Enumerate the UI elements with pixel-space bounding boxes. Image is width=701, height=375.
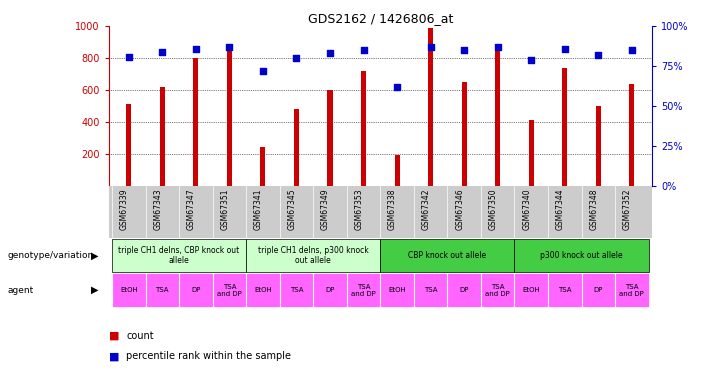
Bar bbox=[212, 273, 246, 307]
Point bbox=[123, 54, 135, 60]
Bar bbox=[327, 90, 332, 186]
Bar bbox=[160, 87, 165, 186]
Bar bbox=[515, 238, 648, 272]
Bar bbox=[146, 273, 179, 307]
Text: TSA: TSA bbox=[424, 287, 437, 293]
Title: GDS2162 / 1426806_at: GDS2162 / 1426806_at bbox=[308, 12, 453, 25]
Point bbox=[425, 44, 436, 50]
Bar bbox=[447, 273, 481, 307]
Bar bbox=[246, 238, 381, 272]
Bar bbox=[462, 82, 467, 186]
Bar bbox=[361, 71, 366, 186]
Text: DP: DP bbox=[459, 287, 469, 293]
Point bbox=[626, 47, 637, 53]
Bar bbox=[615, 273, 648, 307]
Bar bbox=[112, 238, 246, 272]
Text: GSM67352: GSM67352 bbox=[622, 188, 632, 230]
Text: TSA: TSA bbox=[558, 287, 571, 293]
Text: GSM67339: GSM67339 bbox=[120, 188, 129, 230]
Bar bbox=[629, 84, 634, 186]
Text: GSM67343: GSM67343 bbox=[154, 188, 163, 230]
Text: triple CH1 delns, CBP knock out
allele: triple CH1 delns, CBP knock out allele bbox=[118, 246, 240, 265]
Text: GSM67340: GSM67340 bbox=[522, 188, 531, 230]
Text: TSA
and DP: TSA and DP bbox=[351, 284, 376, 297]
Point bbox=[526, 57, 537, 63]
Bar bbox=[193, 58, 198, 186]
Text: TSA
and DP: TSA and DP bbox=[217, 284, 242, 297]
Bar bbox=[414, 273, 447, 307]
Text: EtOH: EtOH bbox=[254, 287, 272, 293]
Text: GSM67345: GSM67345 bbox=[287, 188, 297, 230]
Text: CBP knock out allele: CBP knock out allele bbox=[408, 251, 486, 260]
Text: TSA
and DP: TSA and DP bbox=[485, 284, 510, 297]
Bar bbox=[260, 147, 266, 186]
Text: count: count bbox=[126, 331, 154, 340]
Text: GSM67344: GSM67344 bbox=[556, 188, 565, 230]
Text: percentile rank within the sample: percentile rank within the sample bbox=[126, 351, 291, 361]
Text: GSM67350: GSM67350 bbox=[489, 188, 498, 230]
Text: GSM67346: GSM67346 bbox=[455, 188, 464, 230]
Bar bbox=[596, 106, 601, 186]
Text: GSM67353: GSM67353 bbox=[355, 188, 364, 230]
Point bbox=[492, 44, 503, 50]
Text: TSA
and DP: TSA and DP bbox=[620, 284, 644, 297]
Bar bbox=[562, 68, 567, 186]
Text: genotype/variation: genotype/variation bbox=[7, 251, 93, 260]
Point bbox=[325, 50, 336, 56]
Text: DP: DP bbox=[325, 287, 334, 293]
Text: TSA: TSA bbox=[156, 287, 169, 293]
Bar bbox=[126, 104, 131, 186]
Point bbox=[391, 84, 402, 90]
Bar bbox=[347, 273, 381, 307]
Text: GSM67338: GSM67338 bbox=[388, 188, 397, 230]
Bar bbox=[582, 273, 615, 307]
Bar bbox=[515, 273, 548, 307]
Bar bbox=[428, 28, 433, 186]
Text: EtOH: EtOH bbox=[388, 287, 406, 293]
Text: ▶: ▶ bbox=[91, 285, 98, 295]
Bar bbox=[395, 155, 400, 186]
Point bbox=[224, 44, 235, 50]
Point bbox=[592, 52, 604, 58]
Text: triple CH1 delns, p300 knock
out allele: triple CH1 delns, p300 knock out allele bbox=[258, 246, 369, 265]
Bar bbox=[495, 50, 501, 186]
Bar bbox=[280, 273, 313, 307]
Text: GSM67341: GSM67341 bbox=[254, 188, 263, 230]
Text: p300 knock out allele: p300 knock out allele bbox=[540, 251, 622, 260]
Text: GSM67347: GSM67347 bbox=[187, 188, 196, 230]
Bar bbox=[529, 120, 533, 186]
Point bbox=[458, 47, 470, 53]
Text: DP: DP bbox=[594, 287, 603, 293]
Text: ■: ■ bbox=[109, 331, 119, 340]
Bar bbox=[227, 49, 232, 186]
Text: ▶: ▶ bbox=[91, 250, 98, 260]
Point bbox=[257, 68, 268, 74]
Bar bbox=[381, 273, 414, 307]
Bar bbox=[246, 273, 280, 307]
Point bbox=[559, 46, 571, 52]
Text: GSM67342: GSM67342 bbox=[421, 188, 430, 230]
Text: GSM67349: GSM67349 bbox=[321, 188, 330, 230]
Bar bbox=[313, 273, 347, 307]
Point bbox=[190, 46, 201, 52]
Point bbox=[157, 49, 168, 55]
Bar bbox=[381, 238, 515, 272]
Text: agent: agent bbox=[7, 286, 33, 295]
Text: DP: DP bbox=[191, 287, 200, 293]
Point bbox=[358, 47, 369, 53]
Point bbox=[291, 55, 302, 61]
Text: EtOH: EtOH bbox=[522, 287, 540, 293]
Text: ■: ■ bbox=[109, 351, 119, 361]
Bar bbox=[179, 273, 212, 307]
Text: GSM67351: GSM67351 bbox=[220, 188, 229, 230]
Bar bbox=[112, 273, 146, 307]
Bar bbox=[294, 109, 299, 186]
Text: GSM67348: GSM67348 bbox=[590, 188, 598, 230]
Bar bbox=[548, 273, 582, 307]
Text: EtOH: EtOH bbox=[120, 287, 137, 293]
Text: TSA: TSA bbox=[290, 287, 304, 293]
Bar bbox=[481, 273, 515, 307]
